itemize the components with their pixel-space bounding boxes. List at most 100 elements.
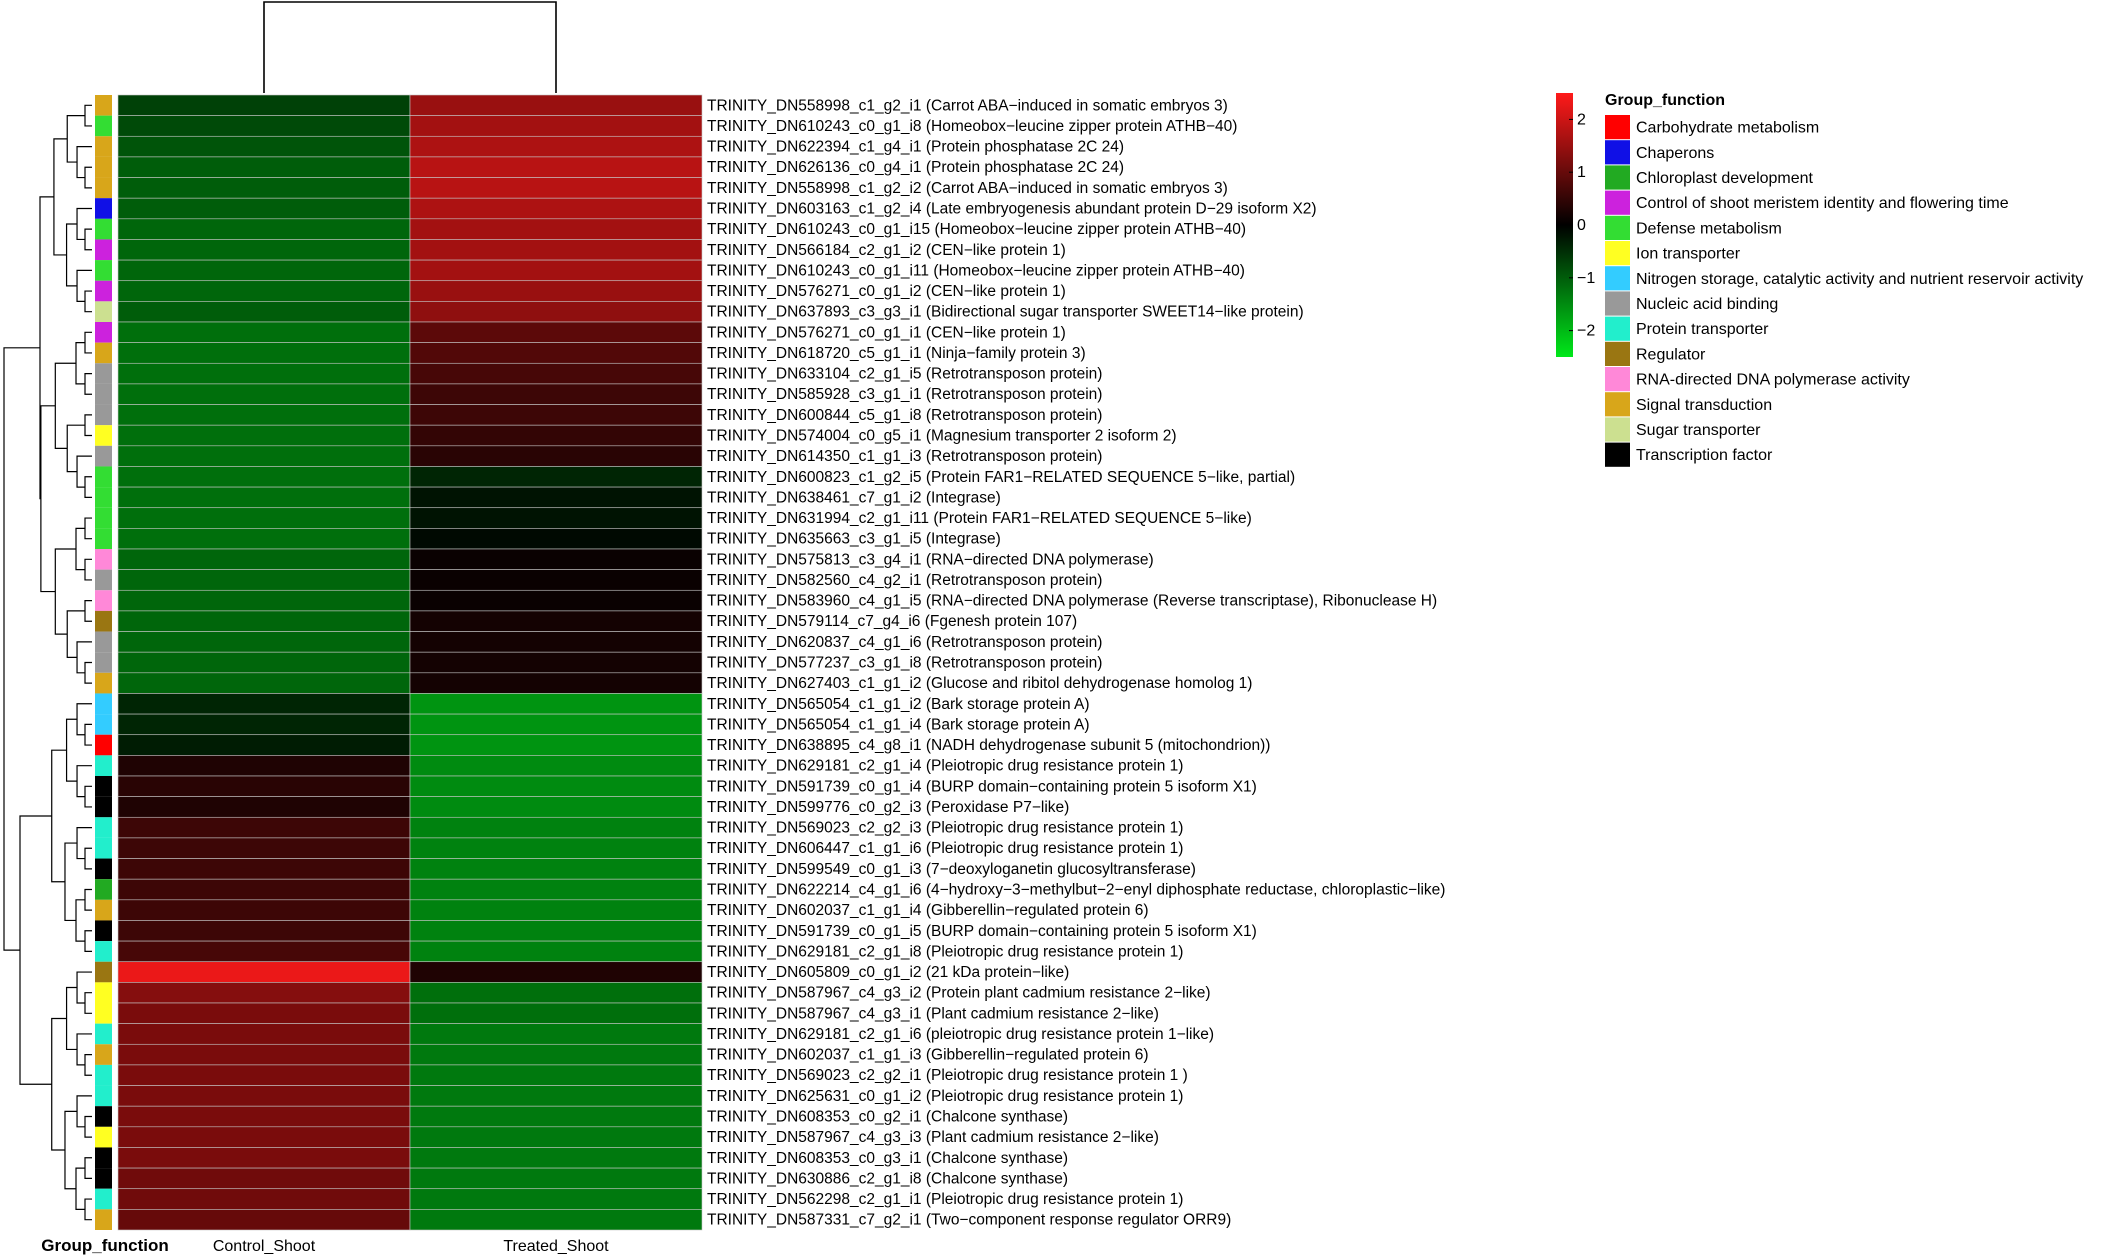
- annotation-cell: [95, 961, 112, 983]
- heatmap-cell: [409, 816, 703, 839]
- row-label: TRINITY_DN600823_c1_g2_i5 (Protein FAR1−…: [707, 469, 1295, 486]
- row-label: TRINITY_DN638895_c4_g8_i1 (NADH dehydrog…: [707, 737, 1270, 754]
- heatmap-cell: [117, 940, 411, 963]
- annotation-cell: [95, 652, 112, 673]
- heatmap-cell: [409, 94, 703, 116]
- row-label: TRINITY_DN626136_c0_g4_i1 (Protein phosp…: [707, 159, 1124, 176]
- row-dendrogram-branch: [84, 290, 92, 313]
- row-dendrogram-branch: [84, 888, 92, 911]
- annotation-cell: [95, 755, 112, 776]
- legend-swatch: [1605, 241, 1630, 266]
- heatmap-cell: [117, 301, 411, 323]
- annotation-cell: [95, 610, 112, 632]
- row-label: TRINITY_DN587331_c7_g2_i1 (Two−component…: [707, 1212, 1231, 1229]
- heatmap-cell: [409, 321, 703, 343]
- row-label: TRINITY_DN569023_c2_g2_i1 (Pleiotropic d…: [707, 1067, 1188, 1084]
- legend-item-label: Signal transduction: [1636, 397, 1772, 414]
- row-label: TRINITY_DN614350_c1_g1_i3 (Retrotranspos…: [707, 448, 1102, 465]
- heatmap-cell: [117, 858, 411, 880]
- annotation-cell: [95, 837, 112, 859]
- heatmap-cell: [117, 693, 411, 715]
- row-label: TRINITY_DN602037_c1_g1_i3 (Gibberellin−r…: [707, 1047, 1149, 1064]
- row-label: TRINITY_DN633104_c2_g1_i5 (Retrotranspos…: [707, 366, 1102, 383]
- row-label: TRINITY_DN579114_c7_g4_i6 (Fgenesh prote…: [707, 613, 1077, 630]
- row-dendrogram-branch: [84, 1198, 92, 1221]
- heatmap-cell: [117, 1147, 411, 1169]
- row-dendrogram-branch: [3, 347, 40, 951]
- row-dendrogram-branch: [84, 331, 92, 354]
- heatmap-cell: [409, 528, 703, 550]
- heatmap-cell: [409, 1105, 703, 1128]
- heatmap-cell: [409, 982, 703, 1004]
- annotation-cell: [95, 260, 112, 281]
- row-label: TRINITY_DN610243_c0_g1_i15 (Homeobox−leu…: [707, 221, 1246, 238]
- row-label: TRINITY_DN637893_c3_g3_i1 (Bidirectional…: [707, 304, 1304, 321]
- annotation-cell: [95, 115, 112, 137]
- row-label: TRINITY_DN587967_c4_g3_i3 (Plant cadmium…: [707, 1129, 1159, 1146]
- legend-item-label: Transcription factor: [1636, 447, 1773, 464]
- heatmap-cell: [117, 218, 411, 240]
- heatmap-cell: [409, 899, 703, 921]
- annotation-cell: [95, 590, 112, 611]
- heatmap-cell: [117, 445, 411, 467]
- legend-swatch: [1605, 392, 1630, 417]
- heatmap-cell: [117, 321, 411, 343]
- row-dendrogram-branch: [66, 115, 85, 163]
- annotation-cell: [95, 1147, 112, 1169]
- row-dendrogram-branch: [75, 527, 85, 571]
- annotation-cell: [95, 1085, 112, 1107]
- heatmap-cell: [409, 259, 703, 282]
- annotation-cell: [95, 280, 112, 302]
- heatmap-cell: [117, 1167, 411, 1190]
- row-dendrogram-branch: [84, 517, 92, 540]
- legend-item-label: Defense metabolism: [1636, 220, 1782, 237]
- row-dendrogram-branch: [76, 1095, 92, 1128]
- legend-swatch: [1605, 115, 1630, 140]
- annotation-cell: [95, 899, 112, 921]
- heatmap-cell: [409, 878, 703, 901]
- legend-swatch: [1605, 215, 1630, 240]
- annotation-cell: [95, 177, 112, 199]
- legend-item-label: Nucleic acid binding: [1636, 296, 1778, 313]
- row-dendrogram-branch: [76, 1033, 92, 1066]
- row-dendrogram-branch: [66, 424, 85, 473]
- annotation-cell: [95, 631, 112, 653]
- heatmap-cell: [409, 177, 703, 199]
- heatmap-cell: [409, 1167, 703, 1190]
- row-label: TRINITY_DN575813_c3_g4_i1 (RNA−directed …: [707, 551, 1154, 568]
- heatmap-cell: [409, 1002, 703, 1024]
- row-dendrogram-branch: [40, 405, 56, 593]
- column-labels: Control_Shoot Treated_Shoot: [213, 1238, 609, 1255]
- heatmap-cell: [409, 445, 703, 467]
- row-label: TRINITY_DN587967_c4_g3_i1 (Plant cadmium…: [707, 1005, 1159, 1022]
- heatmap-cell: [117, 507, 411, 529]
- row-dendrogram-branch: [53, 138, 68, 256]
- heatmap-cell: [409, 693, 703, 715]
- heatmap-cell: [409, 135, 703, 158]
- heatmap-cell: [409, 218, 703, 240]
- row-label: TRINITY_DN576271_c0_g1_i2 (CEN−like prot…: [707, 283, 1066, 300]
- row-dendrogram-branch: [84, 930, 92, 953]
- row-label: TRINITY_DN558998_c1_g2_i2 (Carrot ABA−in…: [707, 180, 1228, 197]
- row-dendrogram-branch: [54, 362, 76, 449]
- heatmap-cell: [117, 1023, 411, 1045]
- row-dendrogram-branch: [84, 661, 92, 684]
- row-label: TRINITY_DN635663_c3_g1_i5 (Integrase): [707, 531, 1001, 548]
- heatmap-cell: [409, 858, 703, 880]
- annotation-cell: [95, 1106, 112, 1127]
- row-label: TRINITY_DN610243_c0_g1_i11 (Homeobox−leu…: [707, 262, 1245, 279]
- annotation-cell: [95, 301, 112, 322]
- row-dendrogram-branch: [76, 641, 92, 674]
- heatmap-cell: [409, 507, 703, 529]
- heatmap-cell: [409, 1023, 703, 1045]
- row-dendrogram-branch: [84, 723, 92, 746]
- heatmap-cell: [409, 1043, 703, 1066]
- heatmap-cell: [117, 878, 411, 901]
- heatmap-cell: [409, 1147, 703, 1169]
- row-label: TRINITY_DN618720_c5_g1_i1 (Ninja−family …: [707, 345, 1086, 362]
- heatmap-cell: [409, 837, 703, 859]
- heatmap-cell: [409, 280, 703, 302]
- heatmap-cell: [117, 177, 411, 199]
- heatmap-cell: [409, 775, 703, 797]
- heatmap-cell: [117, 920, 411, 942]
